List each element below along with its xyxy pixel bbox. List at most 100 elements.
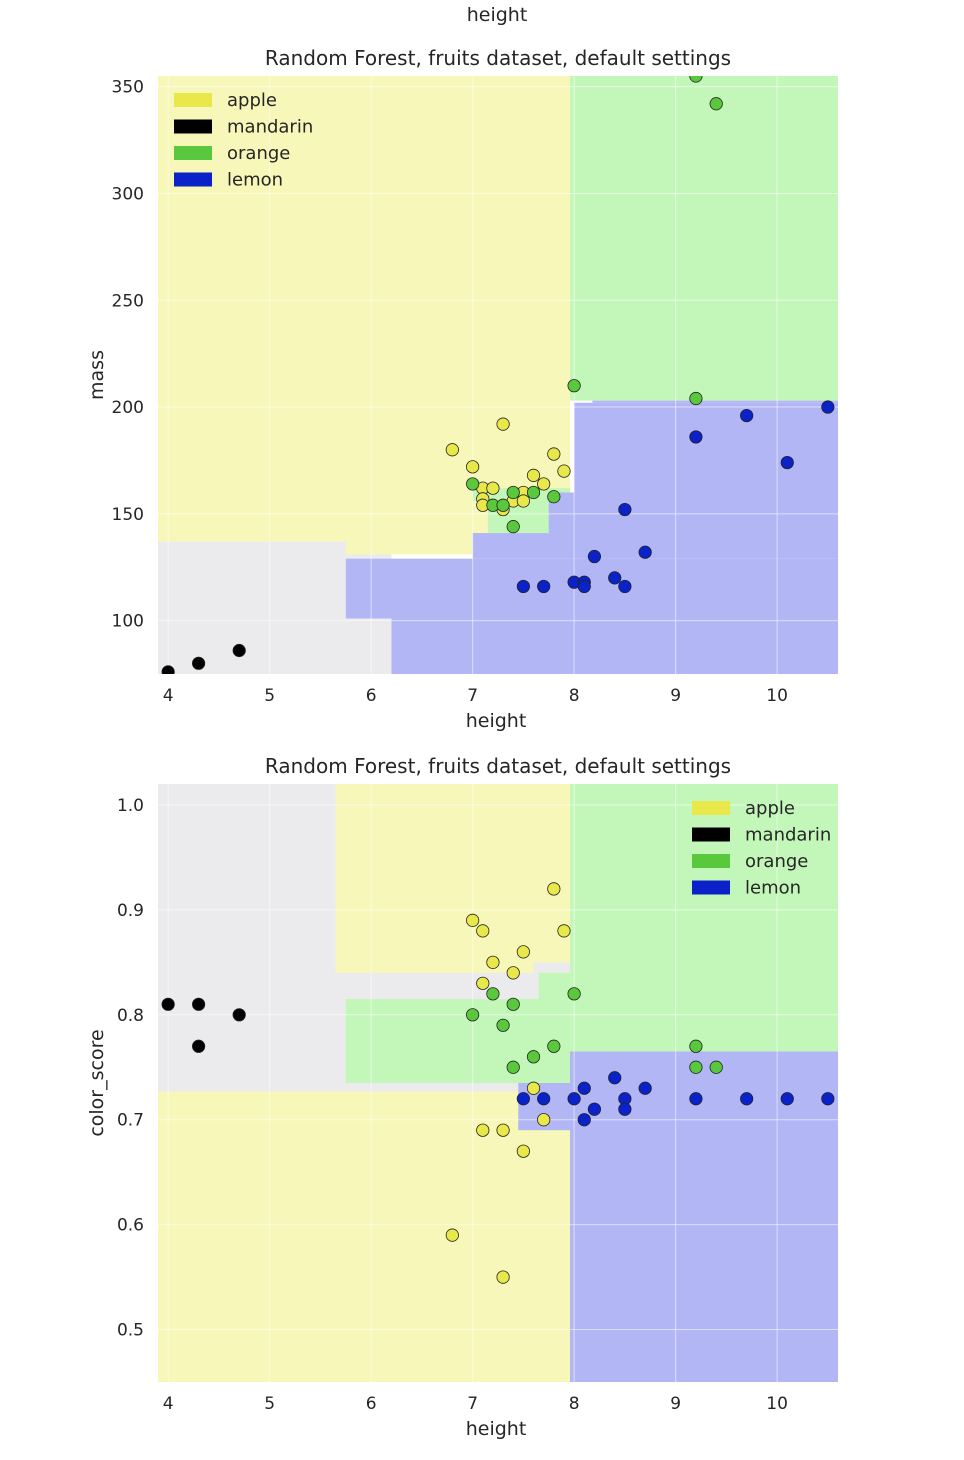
point-lemon bbox=[537, 579, 551, 594]
header-fragment-label: height bbox=[467, 4, 528, 26]
point-orange bbox=[496, 1018, 510, 1032]
x-tick-label: 10 bbox=[766, 686, 788, 706]
point-mandarin bbox=[232, 643, 246, 658]
x-tick-label: 5 bbox=[264, 1394, 275, 1414]
point-orange bbox=[547, 1039, 561, 1053]
point-orange bbox=[689, 391, 703, 406]
point-apple bbox=[486, 955, 500, 969]
point-lemon bbox=[618, 502, 632, 517]
legend-swatch-lemon bbox=[692, 880, 730, 895]
region-lemon bbox=[391, 618, 838, 674]
x-tick-label: 4 bbox=[163, 1394, 174, 1414]
y-tick-label: 0.7 bbox=[117, 1111, 144, 1131]
y-tick-label: 250 bbox=[112, 291, 144, 311]
y-tick-label: 0.5 bbox=[117, 1321, 144, 1341]
region-mandarin bbox=[533, 962, 571, 973]
point-orange bbox=[709, 97, 723, 111]
point-lemon bbox=[740, 1092, 754, 1106]
point-orange bbox=[506, 485, 520, 500]
chart-1: 4 5 6 7 8 9 10 100 150 200 250 300 350 Random Forest,… bbox=[86, 46, 838, 732]
region-mandarin bbox=[345, 1083, 571, 1092]
legend-swatch-orange bbox=[174, 146, 212, 160]
region-lemon bbox=[472, 533, 838, 559]
region-mandarin bbox=[335, 972, 346, 1092]
point-lemon bbox=[618, 1102, 632, 1116]
point-apple bbox=[516, 1144, 530, 1158]
point-orange bbox=[506, 1060, 520, 1074]
legend-swatch-mandarin bbox=[174, 119, 212, 134]
point-lemon bbox=[689, 1092, 703, 1106]
point-apple bbox=[476, 924, 490, 938]
decision-regions bbox=[158, 76, 838, 674]
point-apple bbox=[557, 464, 571, 478]
point-apple bbox=[557, 924, 571, 938]
grid-lines bbox=[158, 76, 838, 674]
point-apple bbox=[496, 1123, 510, 1137]
point-lemon bbox=[577, 1113, 591, 1127]
point-mandarin bbox=[191, 997, 206, 1011]
y-tick-label: 1.0 bbox=[117, 796, 144, 816]
point-mandarin bbox=[232, 1008, 246, 1022]
region-mandarin bbox=[158, 784, 336, 1092]
x-tick-label: 7 bbox=[467, 1394, 478, 1414]
legend: apple mandarin orange lemon bbox=[174, 90, 313, 191]
legend-label-mandarin: mandarin bbox=[745, 825, 831, 846]
x-tick-label: 5 bbox=[264, 686, 275, 706]
region-mandarin bbox=[345, 972, 571, 1000]
point-apple bbox=[445, 1228, 459, 1242]
point-apple bbox=[466, 460, 480, 474]
point-orange bbox=[486, 987, 500, 1001]
point-lemon bbox=[577, 579, 591, 594]
region-apple bbox=[345, 541, 473, 555]
point-orange bbox=[466, 477, 480, 491]
point-orange bbox=[506, 520, 520, 534]
point-lemon bbox=[638, 1081, 652, 1095]
legend-label-mandarin: mandarin bbox=[227, 117, 313, 138]
legend-label-apple: apple bbox=[745, 798, 795, 819]
legend-label-orange: orange bbox=[227, 143, 290, 164]
point-apple bbox=[466, 913, 480, 927]
point-mandarin bbox=[161, 665, 175, 674]
x-tick-label: 6 bbox=[366, 686, 377, 706]
point-apple bbox=[486, 481, 500, 495]
point-lemon bbox=[567, 1092, 581, 1106]
point-apple bbox=[496, 1270, 510, 1284]
point-orange bbox=[567, 379, 581, 393]
x-tick-label: 9 bbox=[670, 1394, 681, 1414]
chart-title: Random Forest, fruits dataset, default s… bbox=[265, 754, 731, 778]
chart-2: 4 5 6 7 8 9 10 0.5 0.6 0.7 0.8 0.9 1.0 Random Forest,… bbox=[86, 754, 838, 1440]
point-apple bbox=[476, 976, 490, 990]
point-lemon bbox=[689, 430, 703, 444]
x-tick-label: 7 bbox=[467, 686, 478, 706]
region-orange bbox=[538, 972, 571, 1000]
point-apple bbox=[537, 1113, 551, 1127]
point-lemon bbox=[821, 400, 835, 414]
decision-regions bbox=[158, 784, 838, 1382]
y-axis-label: mass bbox=[86, 350, 108, 400]
point-lemon bbox=[608, 571, 622, 585]
point-lemon bbox=[638, 545, 652, 559]
point-lemon bbox=[516, 1092, 530, 1106]
y-tick-label: 0.6 bbox=[117, 1216, 144, 1236]
x-tick-label: 8 bbox=[569, 686, 580, 706]
point-mandarin bbox=[191, 1039, 206, 1053]
region-lemon bbox=[345, 558, 838, 619]
y-axis-label: color_score bbox=[86, 1029, 108, 1136]
region-orange bbox=[345, 999, 571, 1083]
point-orange bbox=[689, 76, 703, 83]
point-orange bbox=[689, 1039, 703, 1053]
y-tick-label: 0.9 bbox=[117, 901, 144, 921]
point-lemon bbox=[587, 549, 602, 564]
point-orange bbox=[547, 490, 561, 504]
region-orange bbox=[570, 76, 838, 401]
point-lemon bbox=[577, 1081, 591, 1095]
region-apple bbox=[158, 76, 571, 542]
x-tick-label: 4 bbox=[163, 686, 174, 706]
data-points bbox=[161, 882, 835, 1284]
x-tick-label: 8 bbox=[569, 1394, 580, 1414]
region-lemon bbox=[574, 402, 838, 493]
x-tick-label: 9 bbox=[670, 686, 681, 706]
legend-swatch-mandarin bbox=[692, 827, 730, 842]
legend-label-orange: orange bbox=[745, 851, 808, 872]
